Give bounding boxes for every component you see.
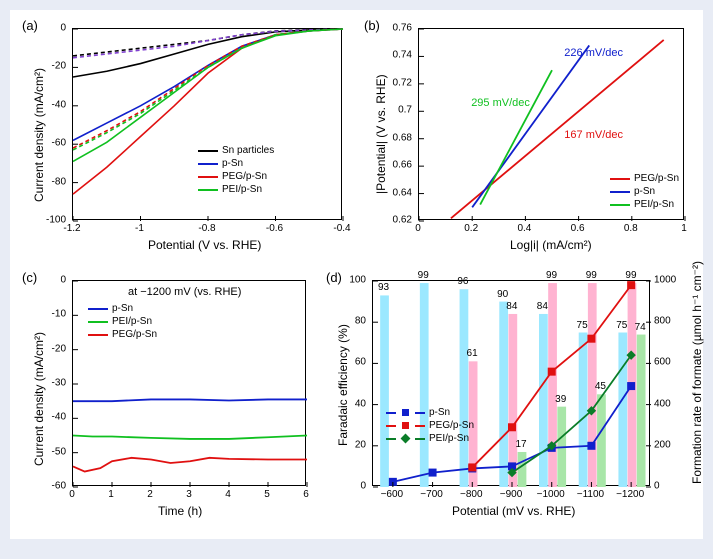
panel-c-legend: p-SnPEI/p-SnPEG/p-Sn	[88, 302, 157, 341]
panel-d-xlabel: Potential (mV vs. RHE)	[452, 504, 575, 518]
panel-c-xlabel: Time (h)	[158, 504, 202, 518]
panel-b: (b) |Potential| (V vs. RHE) Log|i| (mA/c…	[360, 14, 698, 259]
panel-d-ylabel: Faradaic efficiency (%)	[336, 324, 350, 446]
figure: (a) Current density (mA/cm²) Potential (…	[10, 10, 703, 539]
panel-b-xlabel: Log|i| (mA/cm²)	[510, 238, 592, 252]
panel-a: (a) Current density (mA/cm²) Potential (…	[18, 14, 356, 259]
panel-c-note: at −1200 mV (vs. RHE)	[128, 286, 241, 298]
panel-d-ylabel2: Formation rate of formate (µmol h⁻¹ cm⁻²…	[690, 261, 704, 484]
panel-d-legend: p-SnPEG/p-SnPEI/p-Sn	[386, 406, 474, 445]
panel-b-legend: PEG/p-Snp-SnPEI/p-Sn	[610, 172, 679, 211]
panel-d: (d) Faradaic efficiency (%) Formation ra…	[322, 266, 698, 526]
panel-c: (c) Current density (mA/cm²) Time (h) at…	[18, 266, 318, 526]
panel-a-legend: Sn particlesp-SnPEG/p-SnPEI/p-Sn	[198, 144, 274, 196]
panel-a-xlabel: Potential (V vs. RHE)	[148, 238, 261, 252]
